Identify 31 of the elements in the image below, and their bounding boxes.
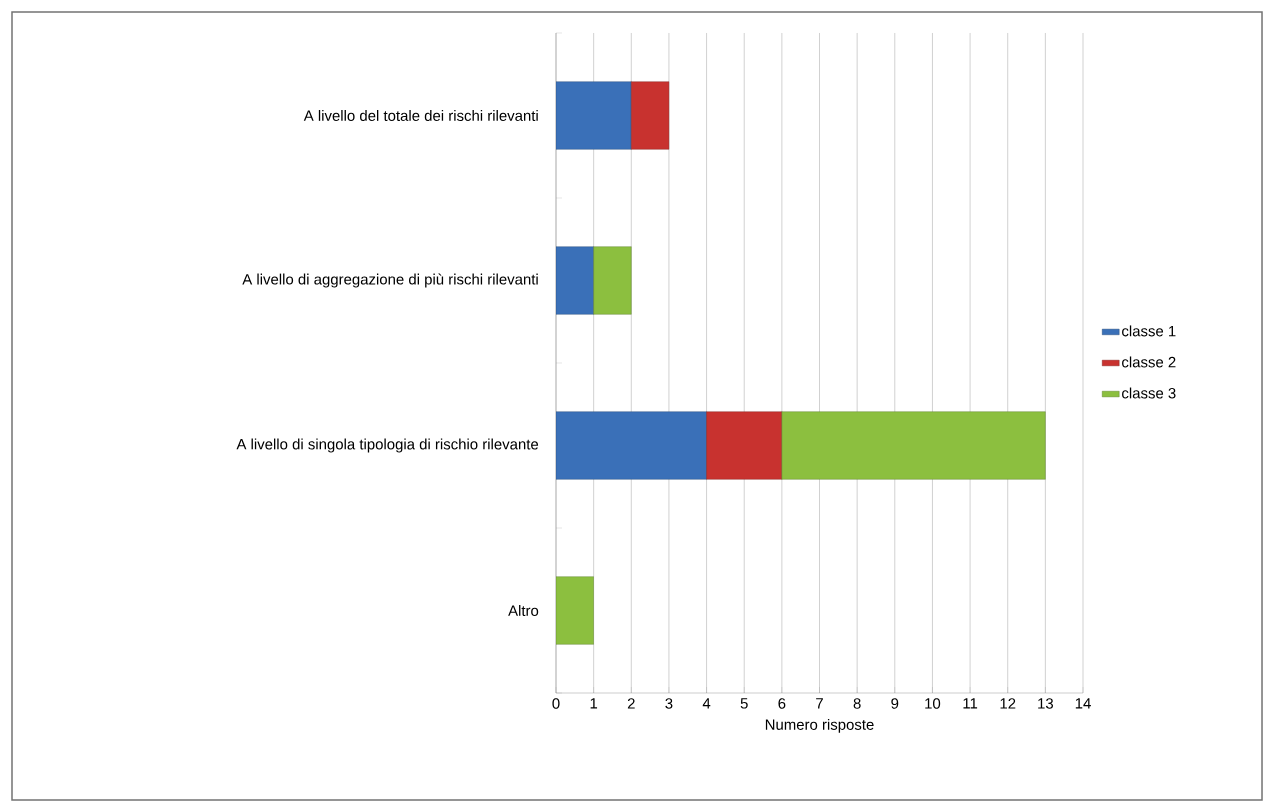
x-tick-label: 10 [925,698,941,709]
x-tick-label: 9 [891,698,899,709]
y-tick-label: A livello del totale dei rischi rilevanti [303,110,538,121]
x-tick-label: 3 [665,698,673,709]
x-tick-label: 12 [1000,698,1016,709]
bar [556,411,707,480]
legend-label: classe 1 [1122,325,1176,337]
x-tick-label: 6 [778,698,786,709]
x-tick-label: 0 [552,698,560,709]
y-tick-label: Altro [508,605,539,616]
x-tick-label: 2 [627,698,635,709]
y-tick-label: A livello di singola tipologia di rischio rilevante [236,438,539,453]
legend-label: classe 3 [1122,387,1176,399]
bar [556,246,594,315]
y-tick-label: A livello di aggregazione di più rischi rilevanti [242,273,538,288]
bar [781,411,1046,480]
x-tick-label: 8 [853,698,861,709]
x-axis-title: Numero risposte [765,718,874,733]
bar [556,81,632,150]
bar [631,81,670,150]
x-tick-label: 5 [740,698,748,709]
legend-label: classe 2 [1122,356,1176,368]
x-tick-label: 14 [1075,698,1091,709]
x-tick-label: 1 [590,698,598,709]
bar [556,576,594,645]
bar [593,246,632,315]
x-tick-label: 4 [702,698,711,709]
x-tick-label: 11 [963,698,978,709]
x-tick-label: 7 [816,698,823,709]
bar [706,411,783,480]
x-tick-label: 13 [1038,698,1054,709]
